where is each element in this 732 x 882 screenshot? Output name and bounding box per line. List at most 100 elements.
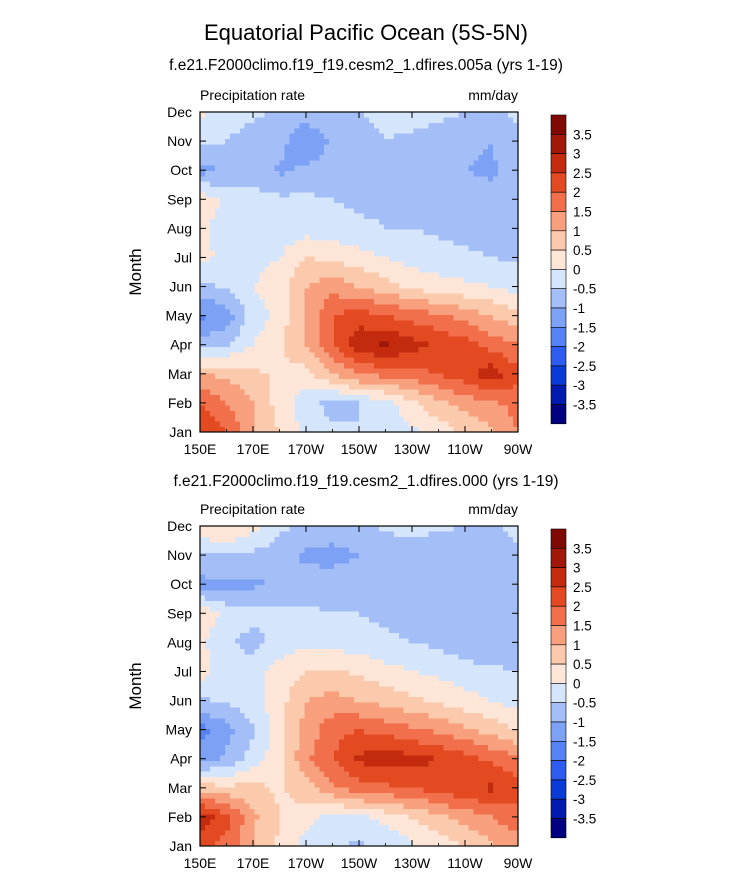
heatmap-cell — [388, 814, 395, 820]
heatmap-cell — [219, 400, 226, 406]
heatmap-cell — [463, 256, 469, 262]
heatmap-cell — [314, 803, 320, 809]
heatmap-cell — [214, 824, 221, 831]
heatmap-cell — [239, 320, 246, 326]
heatmap-cell — [388, 224, 395, 230]
heatmap-cell — [254, 352, 260, 358]
heatmap-cell — [413, 378, 419, 385]
heatmap-cell — [344, 792, 350, 799]
heatmap-cell — [259, 160, 265, 166]
heatmap-cell — [289, 154, 295, 161]
heatmap-cell — [438, 341, 444, 347]
heatmap-cell — [299, 766, 305, 772]
heatmap-cell — [463, 170, 469, 177]
heatmap-cell — [324, 256, 330, 262]
heatmap-cell — [219, 782, 226, 788]
heatmap-cell — [249, 165, 255, 171]
heatmap-cell — [304, 330, 310, 337]
heatmap-cell — [324, 336, 330, 342]
heatmap-cell — [234, 240, 241, 246]
heatmap-cell — [329, 341, 335, 347]
heatmap-cell — [309, 128, 315, 134]
heatmap-cell — [329, 384, 335, 390]
heatmap-cell — [403, 256, 409, 262]
heatmap-cell — [304, 272, 310, 278]
heatmap-cell — [299, 112, 305, 118]
heatmap-cell — [234, 410, 241, 417]
heatmap-cell — [378, 304, 385, 310]
heatmap-cell — [508, 117, 514, 123]
heatmap-cell — [458, 357, 464, 363]
heatmap-cell — [388, 112, 395, 118]
heatmap-cell — [264, 378, 270, 385]
heatmap-cell — [219, 250, 226, 257]
heatmap-cell — [383, 384, 390, 390]
heatmap-cell — [324, 400, 330, 406]
heatmap-cell — [209, 808, 216, 815]
heatmap-cell — [244, 165, 250, 171]
heatmap-cell — [473, 229, 479, 235]
heatmap-cell — [488, 240, 494, 246]
heatmap-cell — [279, 149, 285, 155]
x-tick-label: 130W — [394, 441, 431, 457]
heatmap-cell — [393, 405, 400, 411]
heatmap-cell — [314, 394, 320, 401]
heatmap-cell — [388, 144, 395, 150]
heatmap-cell — [274, 400, 280, 406]
heatmap-cell — [209, 192, 216, 198]
heatmap-cell — [334, 782, 340, 788]
heatmap-cell — [239, 776, 246, 783]
heatmap-cell — [393, 792, 400, 799]
heatmap-cell — [299, 782, 305, 788]
heatmap-cell — [403, 378, 409, 385]
heatmap-cell — [468, 272, 474, 278]
heatmap-cell — [503, 400, 509, 406]
heatmap-cell — [508, 336, 514, 342]
heatmap-cell — [393, 282, 400, 289]
heatmap-cell — [433, 771, 439, 777]
heatmap-cell — [428, 389, 434, 395]
heatmap-cell — [458, 192, 464, 198]
heatmap-cell — [229, 362, 236, 369]
heatmap-cell — [204, 165, 211, 171]
heatmap-cell — [224, 133, 231, 139]
heatmap-cell — [498, 117, 504, 123]
heatmap-cell — [274, 176, 280, 182]
heatmap-cell — [383, 208, 390, 214]
heatmap-cell — [334, 138, 340, 145]
heatmap-cell — [373, 787, 380, 793]
heatmap-cell — [463, 378, 469, 385]
heatmap-cell — [289, 181, 295, 187]
heatmap-cell — [324, 160, 330, 166]
heatmap-cell — [448, 208, 454, 214]
heatmap-cell — [314, 760, 320, 767]
heatmap-cell — [214, 400, 221, 406]
heatmap-cell — [438, 213, 444, 219]
heatmap-cell — [299, 245, 305, 251]
heatmap-cell — [463, 208, 469, 214]
heatmap-cell — [214, 240, 221, 246]
heatmap-cell — [299, 122, 305, 129]
heatmap-cell — [478, 782, 484, 788]
heatmap-cell — [463, 776, 469, 783]
heatmap-cell — [259, 814, 265, 820]
heatmap-cell — [438, 782, 444, 788]
heatmap-cell — [463, 186, 469, 193]
heatmap-cell — [383, 128, 390, 134]
heatmap-cell — [314, 410, 320, 417]
heatmap-cell — [473, 808, 479, 815]
colorbar-label: -1 — [573, 301, 585, 316]
heatmap-cell — [244, 245, 250, 251]
heatmap-cell — [214, 176, 221, 182]
heatmap-cell — [299, 138, 305, 145]
heatmap-field — [200, 526, 519, 847]
heatmap-cell — [249, 218, 255, 225]
heatmap-cell — [433, 176, 439, 182]
heatmap-cell — [413, 426, 419, 433]
heatmap-cell — [403, 277, 409, 283]
heatmap-cell — [483, 288, 489, 294]
heatmap-cell — [249, 154, 255, 161]
heatmap-cell — [383, 218, 390, 225]
heatmap-cell — [254, 117, 260, 123]
heatmap-cell — [294, 840, 300, 847]
